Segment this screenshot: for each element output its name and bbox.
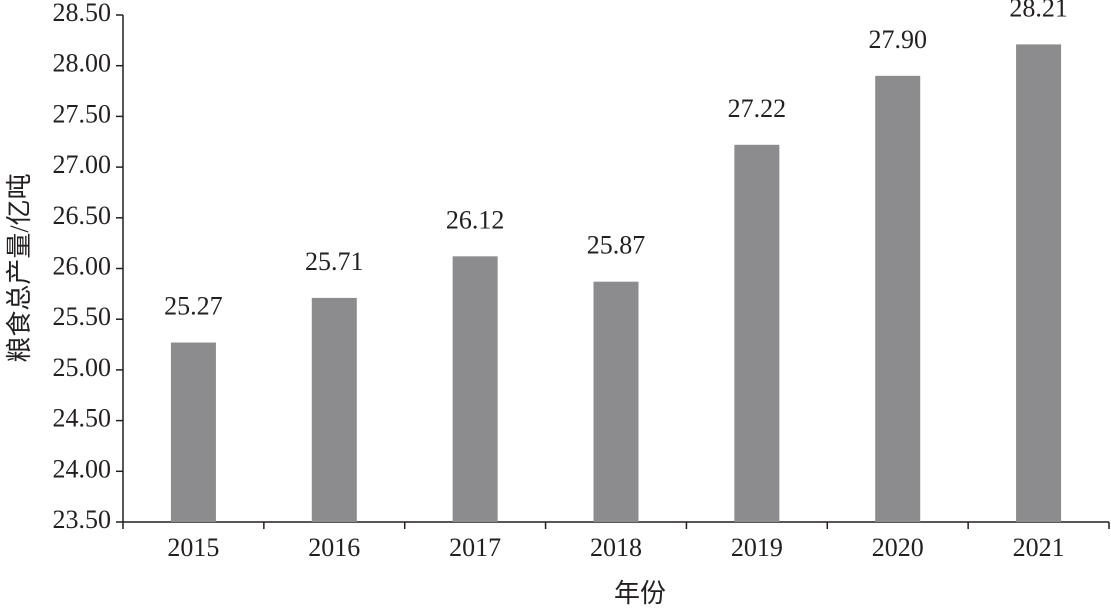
data-label: 28.21	[1009, 0, 1068, 22]
data-label: 25.27	[164, 291, 223, 320]
y-tick-label: 24.00	[53, 454, 112, 483]
y-tick-label: 26.50	[53, 201, 112, 230]
y-tick-label: 28.50	[53, 0, 112, 27]
x-tick-label: 2015	[167, 533, 219, 562]
bar	[593, 281, 639, 522]
x-tick-label: 2018	[590, 533, 642, 562]
y-tick-label: 26.00	[53, 251, 112, 280]
data-label: 27.22	[728, 94, 787, 123]
y-tick-label: 27.00	[53, 150, 112, 179]
data-label: 25.71	[305, 247, 364, 276]
x-tick-label: 2021	[1013, 533, 1065, 562]
x-tick-label: 2017	[449, 533, 501, 562]
x-tick-label: 2019	[731, 533, 783, 562]
y-tick-label: 28.00	[53, 49, 112, 78]
data-label: 27.90	[868, 25, 927, 54]
bar	[734, 144, 780, 523]
y-tick-label: 24.50	[53, 404, 112, 433]
y-tick-label: 25.00	[53, 353, 112, 382]
x-axis-title: 年份	[614, 579, 666, 608]
x-tick-label: 2020	[872, 533, 924, 562]
data-label: 25.87	[587, 231, 646, 260]
bar	[1016, 44, 1062, 522]
y-tick-label: 25.50	[53, 302, 112, 331]
bar	[170, 342, 216, 522]
bar	[311, 297, 357, 522]
x-tick-label: 2016	[308, 533, 360, 562]
y-axis-title: 粮食总产量/亿吨	[5, 173, 34, 362]
bar	[452, 256, 498, 522]
bar	[875, 75, 921, 522]
y-tick-label: 23.50	[53, 505, 112, 534]
y-tick-label: 27.50	[53, 99, 112, 128]
data-label: 26.12	[446, 205, 505, 234]
